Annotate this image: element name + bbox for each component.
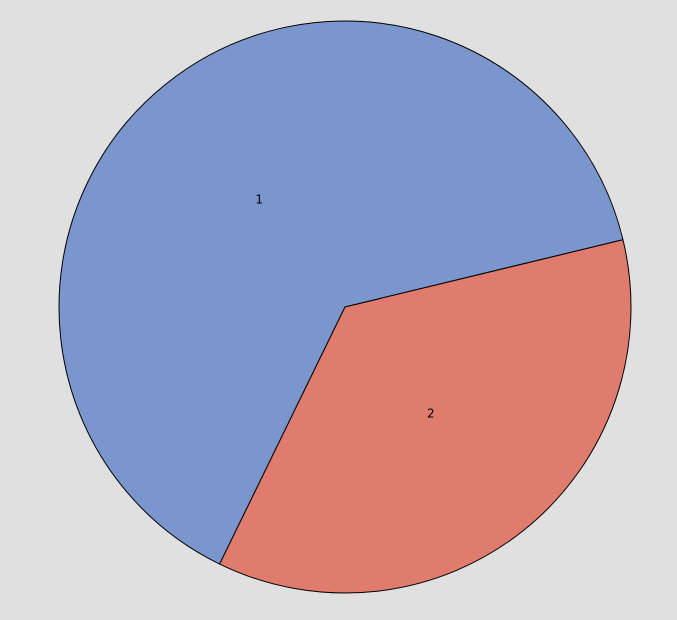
slice-label-1: 1 (255, 193, 263, 207)
pie-slice-2 (218, 239, 632, 594)
pie-slice-1 (58, 20, 624, 565)
slice-label-2: 2 (427, 406, 435, 420)
